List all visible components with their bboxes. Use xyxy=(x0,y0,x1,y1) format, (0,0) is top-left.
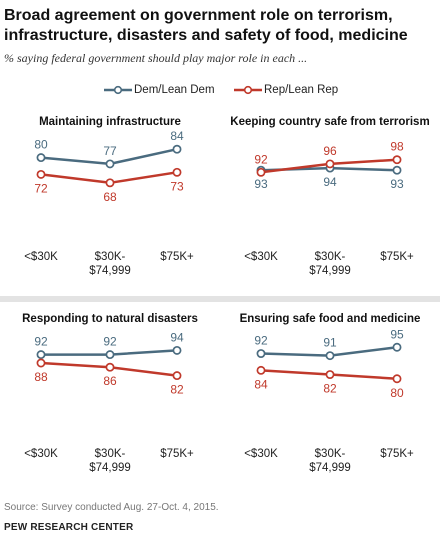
chart-title: Broad agreement on government role on te… xyxy=(4,7,408,44)
data-point xyxy=(105,350,115,360)
panel-title: Keeping country safe from terrorism xyxy=(230,116,430,128)
org-name: PEW RESEARCH CENTER xyxy=(4,522,134,533)
data-label: 84 xyxy=(170,129,184,143)
data-label: 82 xyxy=(323,382,337,396)
panel-plot: 92 91 95 84 82 80 xyxy=(254,327,404,400)
data-point xyxy=(256,349,266,359)
data-label: 77 xyxy=(103,144,117,158)
legend-label-dem: Dem/Lean Dem xyxy=(134,84,215,96)
data-label: 91 xyxy=(323,336,337,350)
legend: Dem/Lean Dem Rep/Lean Rep xyxy=(0,82,440,98)
x-tick-label: $30K- $74,999 xyxy=(89,251,131,277)
chart-subtitle: % saying federal government should play … xyxy=(4,51,308,65)
data-label: 80 xyxy=(34,138,48,152)
chart-panel-4: Ensuring safe food and medicine 92 91 95 84 8… xyxy=(220,313,440,483)
data-label: 68 xyxy=(103,190,117,204)
panel-title: Ensuring safe food and medicine xyxy=(239,313,421,325)
data-label: 92 xyxy=(254,334,268,348)
data-point xyxy=(172,345,182,355)
data-point xyxy=(105,362,115,372)
data-label: 73 xyxy=(170,179,184,193)
panel-plot: 93 94 93 92 96 98 xyxy=(254,140,404,192)
x-tick-label: <$30K xyxy=(244,251,278,263)
data-point xyxy=(172,371,182,381)
x-tick-label: <$30K xyxy=(244,448,278,460)
panel-title: Maintaining infrastructure xyxy=(39,116,181,128)
data-label: 82 xyxy=(170,383,184,397)
x-tick-label: <$30K xyxy=(24,251,58,263)
x-tick-label: $30K- $74,999 xyxy=(89,448,131,474)
data-label: 95 xyxy=(390,327,404,341)
data-point xyxy=(325,370,335,380)
data-point xyxy=(325,351,335,361)
data-label: 86 xyxy=(103,374,117,388)
panel-plot: 80 77 84 72 68 73 xyxy=(34,129,184,204)
x-tick-label: $75K+ xyxy=(160,251,194,263)
data-label: 94 xyxy=(170,330,184,344)
data-label: 98 xyxy=(390,140,404,154)
panel-title: Responding to natural disasters xyxy=(22,313,198,325)
data-point xyxy=(36,358,46,368)
data-label: 92 xyxy=(34,335,48,349)
data-point xyxy=(105,178,115,188)
x-tick-label: $75K+ xyxy=(380,448,414,460)
chart-panel-1: Maintaining infrastructure 80 77 84 72 68 73 <$… xyxy=(0,116,220,286)
data-point xyxy=(172,167,182,177)
data-point xyxy=(105,159,115,169)
panel-divider xyxy=(0,296,440,302)
chart-panel-3: Responding to natural disasters 92 92 94 88 8… xyxy=(0,313,220,483)
legend-swatch-rep xyxy=(234,85,262,95)
panel-plot: 92 92 94 88 86 82 xyxy=(34,330,184,397)
x-tick-label: $75K+ xyxy=(380,251,414,263)
data-point xyxy=(256,167,266,177)
x-tick-label: $75K+ xyxy=(160,448,194,460)
data-label: 84 xyxy=(254,377,268,391)
data-label: 92 xyxy=(103,335,117,349)
data-label: 94 xyxy=(323,175,337,189)
data-point xyxy=(256,365,266,375)
data-point xyxy=(325,159,335,169)
data-label: 93 xyxy=(254,177,268,191)
legend-label-rep: Rep/Lean Rep xyxy=(264,84,339,96)
chart-panel-2: Keeping country safe from terrorism 93 94 9… xyxy=(220,116,440,286)
x-tick-label: <$30K xyxy=(24,448,58,460)
data-point xyxy=(392,165,402,175)
x-tick-label: $30K- $74,999 xyxy=(309,448,351,474)
x-tick-label: $30K- $74,999 xyxy=(309,251,351,277)
data-label: 72 xyxy=(34,181,48,195)
data-point xyxy=(392,374,402,384)
data-label: 96 xyxy=(323,144,337,158)
data-point xyxy=(392,155,402,165)
data-point xyxy=(36,350,46,360)
data-point xyxy=(392,342,402,352)
data-point xyxy=(172,144,182,154)
data-point xyxy=(36,153,46,163)
source-note: Source: Survey conducted Aug. 27-Oct. 4,… xyxy=(4,502,219,513)
legend-swatch-dem xyxy=(104,85,132,95)
data-label: 80 xyxy=(390,386,404,400)
data-point xyxy=(36,169,46,179)
data-label: 92 xyxy=(254,152,268,166)
data-label: 88 xyxy=(34,370,48,384)
data-label: 93 xyxy=(390,177,404,191)
